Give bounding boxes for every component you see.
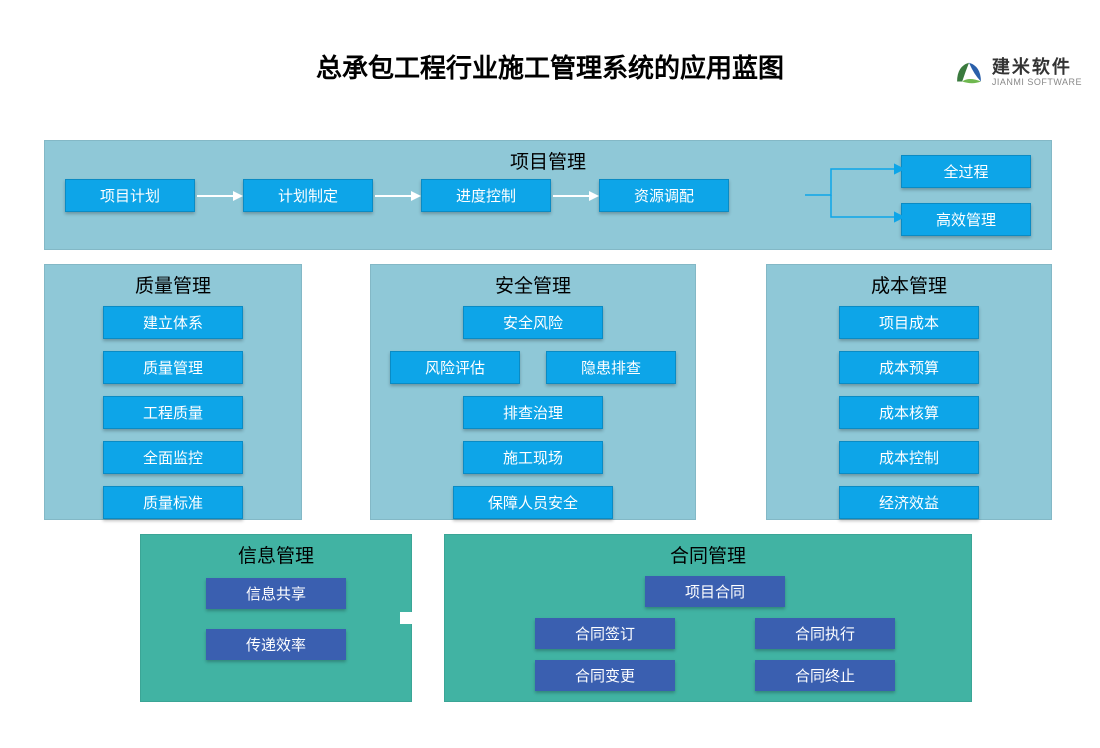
arrow-icon (373, 186, 421, 206)
panel-title-cost: 成本管理 (767, 271, 1051, 298)
pm-step: 项目计划 (65, 179, 195, 212)
quality-item: 工程质量 (103, 396, 243, 429)
safety-item: 风险评估 (390, 351, 520, 384)
connector-line (805, 155, 905, 233)
safety-item: 安全风险 (463, 306, 603, 339)
panel-info: 信息管理 信息共享 传递效率 (140, 534, 412, 702)
safety-item: 隐患排查 (546, 351, 676, 384)
panel-title-info: 信息管理 (141, 541, 411, 568)
info-item: 传递效率 (206, 629, 346, 660)
contract-item: 合同签订 (535, 618, 675, 649)
contract-item: 合同执行 (755, 618, 895, 649)
pm-step: 计划制定 (243, 179, 373, 212)
logo-text-cn: 建米软件 (992, 58, 1082, 78)
brand-logo: 建米软件 JIANMI SOFTWARE (952, 56, 1082, 90)
safety-item: 施工现场 (463, 441, 603, 474)
cost-item: 成本预算 (839, 351, 979, 384)
quality-item: 质量管理 (103, 351, 243, 384)
quality-item: 全面监控 (103, 441, 243, 474)
logo-icon (952, 56, 986, 90)
contract-item: 合同终止 (755, 660, 895, 691)
arrow-icon (551, 186, 599, 206)
contract-item: 合同变更 (535, 660, 675, 691)
panel-cost: 成本管理 项目成本 成本预算 成本核算 成本控制 经济效益 (766, 264, 1052, 520)
panel-safety: 安全管理 安全风险 风险评估 隐患排查 排查治理 施工现场 保障人员安全 (370, 264, 696, 520)
safety-item: 保障人员安全 (453, 486, 613, 519)
pm-output: 全过程 (901, 155, 1031, 188)
pm-step: 资源调配 (599, 179, 729, 212)
cost-item: 成本控制 (839, 441, 979, 474)
panel-quality: 质量管理 建立体系 质量管理 工程质量 全面监控 质量标准 (44, 264, 302, 520)
cost-item: 成本核算 (839, 396, 979, 429)
panel-title-contract: 合同管理 (445, 541, 971, 568)
panel-title-safety: 安全管理 (371, 271, 695, 298)
arrow-icon (195, 186, 243, 206)
pm-step: 进度控制 (421, 179, 551, 212)
quality-item: 质量标准 (103, 486, 243, 519)
cost-item: 项目成本 (839, 306, 979, 339)
info-item: 信息共享 (206, 578, 346, 609)
panel-project-management: 项目管理 项目计划 计划制定 进度控制 资源调配 全过程 高效管理 (44, 140, 1052, 250)
quality-item: 建立体系 (103, 306, 243, 339)
panel-title-quality: 质量管理 (45, 271, 301, 298)
cost-item: 经济效益 (839, 486, 979, 519)
contract-item: 项目合同 (645, 576, 785, 607)
pm-output: 高效管理 (901, 203, 1031, 236)
logo-text-en: JIANMI SOFTWARE (992, 78, 1082, 88)
panel-contract: 合同管理 项目合同 合同签订 合同执行 合同变更 合同终止 (444, 534, 972, 702)
safety-item: 排查治理 (463, 396, 603, 429)
page-title: 总承包工程行业施工管理系统的应用蓝图 (0, 48, 1100, 85)
